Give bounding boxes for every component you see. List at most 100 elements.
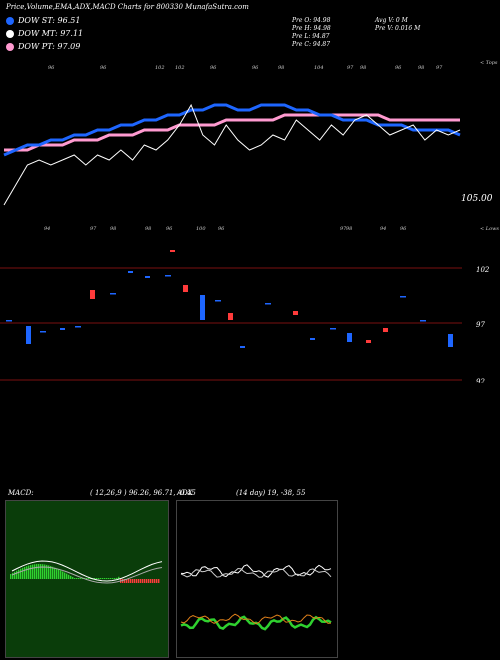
candle-tick <box>165 275 171 277</box>
macd-bar <box>42 564 44 579</box>
candle <box>347 333 352 342</box>
macd-bar <box>48 565 50 579</box>
bottom-tick-label: 98 <box>110 226 116 232</box>
candle-tick <box>330 328 336 330</box>
top-tick-label: 98 <box>278 65 284 71</box>
macd-bar <box>40 564 42 579</box>
plus-di-line <box>180 615 332 631</box>
price-series-line <box>4 113 460 152</box>
chart-title: Price,Volume,EMA,ADX,MACD Charts for 800… <box>6 3 249 11</box>
macd-bar <box>138 579 140 583</box>
macd-bar <box>10 574 12 579</box>
candle-tick <box>265 303 271 305</box>
macd-bar <box>108 578 110 579</box>
candle-tick <box>420 320 426 322</box>
macd-bar <box>126 579 128 583</box>
macd-bar <box>62 571 64 579</box>
macd-bar <box>114 578 116 579</box>
macd-bar <box>110 578 112 579</box>
macd-bar <box>74 578 76 579</box>
macd-bar <box>144 579 146 583</box>
macd-bar <box>12 572 14 579</box>
top-tick-label: 104 <box>314 65 324 71</box>
macd-bar <box>26 566 28 579</box>
legend-swatch-white <box>6 29 14 38</box>
macd-bar <box>66 573 68 579</box>
tops-label: < Tops <box>480 60 498 66</box>
macd-bar <box>118 576 120 579</box>
candle-tick <box>400 296 406 298</box>
macd-bar <box>124 579 126 583</box>
macd-bar <box>16 570 18 579</box>
legend-dow-mt-label: DOW MT: 97.11 <box>18 29 84 38</box>
price-series-line <box>3 103 461 157</box>
candle <box>366 340 371 343</box>
price-panel: 96 96 102 102 96 96 98 104 97 98 96 98 97 94 97 98 98 96… <box>3 60 499 232</box>
bottom-tick-label: 96 <box>218 226 225 232</box>
bottom-tick-label: 100 <box>196 226 206 232</box>
candle <box>200 295 205 320</box>
macd-bar <box>56 568 58 579</box>
macd-bar <box>148 579 150 583</box>
top-tick-label: 96 <box>100 65 107 71</box>
info-pre-volume: Pre V: 0.016 M <box>375 25 421 32</box>
candle-tick <box>40 331 46 333</box>
price-series-line <box>3 103 461 206</box>
macd-bar <box>54 567 56 579</box>
macd-bar <box>46 564 48 579</box>
macd-bar <box>64 572 66 579</box>
macd-bar <box>78 578 80 579</box>
candles <box>6 250 453 348</box>
price-lines <box>3 103 461 206</box>
top-tick-label: 96 <box>210 65 217 71</box>
macd-chart <box>5 500 169 658</box>
candle <box>383 328 388 332</box>
macd-bar <box>116 577 118 579</box>
macd-bar <box>142 579 144 583</box>
bottom-tick-label: 96 <box>166 226 173 232</box>
candle-tick <box>6 320 12 322</box>
candle <box>310 338 315 340</box>
macd-bar <box>130 579 132 583</box>
macd-bar <box>100 578 102 579</box>
macd-bar <box>70 575 72 579</box>
vol-axis-97: 97 <box>476 321 485 329</box>
vol-axis-102: 102 <box>476 266 490 274</box>
legend-swatch-blue <box>6 16 14 25</box>
macd-bar <box>14 571 16 579</box>
macd-bar <box>20 568 22 579</box>
info-pre-low: Pre L: 94.87 <box>292 33 330 40</box>
candle <box>128 271 133 273</box>
bottom-tick-label: 98 <box>145 226 151 232</box>
legend-dow-st-label: DOW ST: 96.51 <box>18 16 81 25</box>
top-tick-labels: 96 96 102 102 96 96 98 104 97 98 96 98 97 <box>48 65 443 71</box>
legend-dow-st: DOW ST: 96.51 <box>6 16 80 25</box>
macd-bar <box>68 574 70 579</box>
macd-line <box>11 560 163 582</box>
macd-bar <box>134 579 136 583</box>
legend-dow-pt-label: DOW PT: 97.09 <box>18 42 81 51</box>
macd-bar <box>58 569 60 579</box>
macd-bar <box>38 564 40 579</box>
top-tick-label: 96 <box>252 65 259 71</box>
macd-bar <box>132 579 134 583</box>
macd-bar <box>112 578 114 579</box>
candle-tick <box>215 300 221 302</box>
candle <box>145 276 150 278</box>
macd-bar <box>94 578 96 579</box>
macd-bar <box>34 564 36 579</box>
info-pre-open: Pre O: 94.98 <box>292 17 331 24</box>
macd-bar <box>30 565 32 579</box>
candle <box>170 250 175 252</box>
macd-bar <box>88 578 90 579</box>
top-tick-label: 98 <box>418 65 424 71</box>
macd-bar <box>96 578 98 579</box>
candle <box>60 328 65 330</box>
macd-bar <box>106 578 108 579</box>
macd-bar <box>32 564 34 579</box>
macd-bar <box>22 567 24 579</box>
macd-bar <box>60 570 62 579</box>
info-avg-volume: Avg V: 0 M <box>375 17 408 24</box>
vol-axis-92: 92 <box>476 378 485 383</box>
macd-bar <box>86 578 88 579</box>
